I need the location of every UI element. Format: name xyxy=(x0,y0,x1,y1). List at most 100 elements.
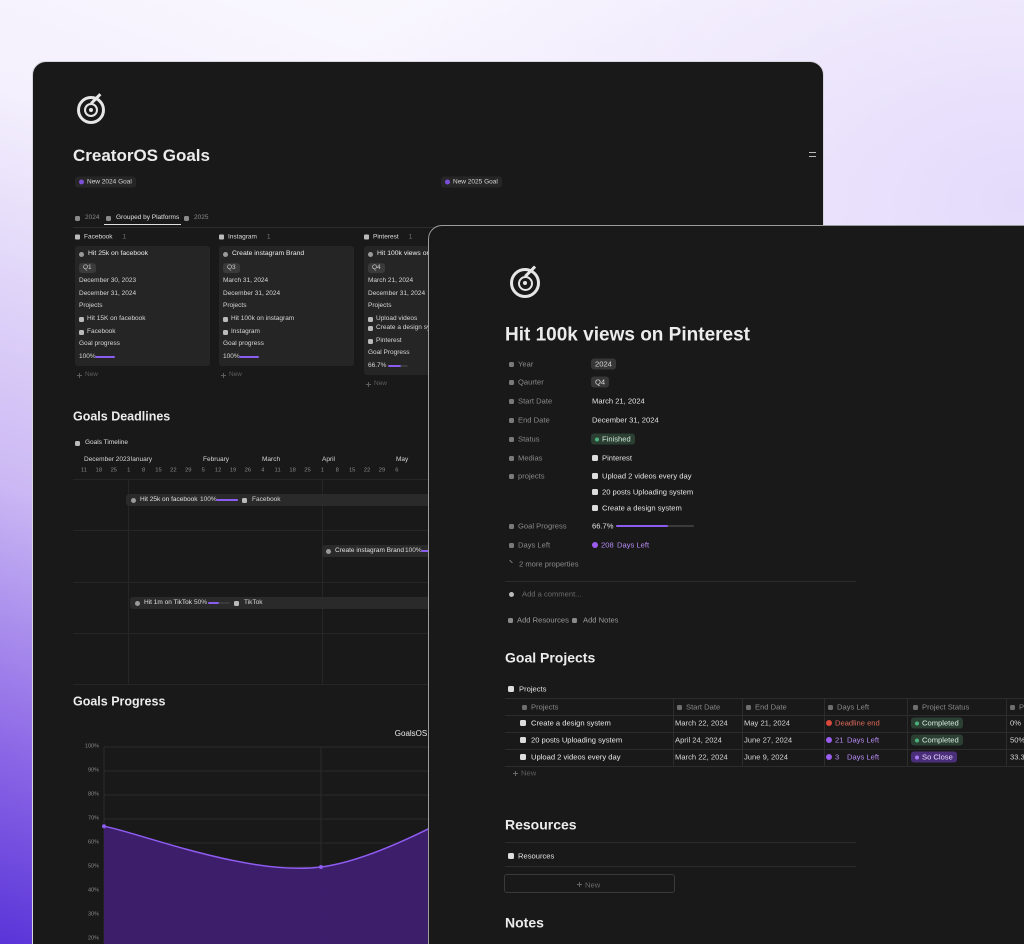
icon xyxy=(520,720,526,726)
day-label: 22 xyxy=(170,467,177,474)
icon xyxy=(368,316,373,322)
view-tab: Projects xyxy=(519,684,547,694)
property-value: Upload 2 videos every day xyxy=(602,471,692,481)
property-label: Medias xyxy=(518,453,543,463)
icon xyxy=(79,316,84,322)
new-card: New xyxy=(374,380,388,388)
new-button[interactable]: New xyxy=(504,874,675,893)
action-button[interactable]: Add Resources xyxy=(517,615,569,625)
view-tab[interactable]: Grouped by Platforms xyxy=(116,214,180,222)
view-tab[interactable]: 2024 xyxy=(85,214,100,222)
more-properties[interactable]: 2 more properties xyxy=(519,559,579,569)
timeline-progress: 100% xyxy=(200,496,217,504)
dot xyxy=(826,737,832,743)
project-end: June 27, 2024 xyxy=(744,735,793,745)
y-tick-label: 30% xyxy=(87,911,99,918)
page-title: Hit 100k views on Pinterest xyxy=(505,324,750,346)
divider xyxy=(505,581,856,582)
days-left-number: 3 xyxy=(835,752,840,762)
status-chip-text: Completed xyxy=(922,718,959,728)
section-heading: Notes xyxy=(505,914,544,931)
active-tab-underline xyxy=(104,224,181,226)
dot xyxy=(326,548,331,554)
card-media: Instagram xyxy=(231,328,260,336)
day-label: 11 xyxy=(80,467,88,474)
new-card: New xyxy=(229,371,243,379)
column-count: 1 xyxy=(266,233,271,241)
status-dot xyxy=(915,720,919,725)
project-progress: 50% xyxy=(1010,735,1024,745)
goal-card[interactable]: Hit 25k on facebook Q1 December 30, 2023 De… xyxy=(75,246,210,366)
icon xyxy=(234,600,239,606)
month-label: December 2023 xyxy=(84,456,132,464)
property-chip: 2024 xyxy=(591,358,616,370)
new-card: New xyxy=(85,371,99,379)
action-button[interactable]: Add Notes xyxy=(583,615,619,625)
icon xyxy=(79,179,84,185)
y-tick-label: 80% xyxy=(87,791,99,798)
goal-icon xyxy=(88,107,94,113)
menu-icon xyxy=(809,156,816,157)
days-left: Days Left xyxy=(847,735,880,745)
icon xyxy=(79,329,84,335)
new-goal-button[interactable]: New 2025 Goal xyxy=(441,176,502,188)
plus-icon xyxy=(515,770,516,776)
dot xyxy=(223,251,228,257)
day-label: 29 xyxy=(378,467,386,474)
timeline-title: Create instagram Brand xyxy=(335,547,405,555)
quarter-tag-text: Q4 xyxy=(372,264,381,272)
day-label: 18 xyxy=(95,467,103,474)
button-text: New xyxy=(585,879,601,889)
property-label: Goal Progress xyxy=(518,521,567,531)
button-text: New 2025 Goal xyxy=(453,178,498,186)
card-end-date: December 31, 2024 xyxy=(223,290,281,298)
icon xyxy=(368,325,373,331)
day-label: 25 xyxy=(110,467,118,474)
table-rule xyxy=(824,698,825,766)
card-start-date: December 30, 2023 xyxy=(79,277,137,285)
page-title: CreatorOS Goals xyxy=(73,145,210,165)
day-label: 1 xyxy=(127,467,131,474)
dot xyxy=(509,591,514,597)
icon xyxy=(223,316,228,322)
day-label: 11 xyxy=(274,467,281,474)
day-label: 8 xyxy=(141,467,146,474)
timeline-progress: 100% xyxy=(405,547,422,555)
status-dot xyxy=(915,754,919,759)
card-progress: 100% xyxy=(223,353,240,361)
chevron-icon xyxy=(509,559,513,564)
property-value: 66.7% xyxy=(592,521,614,531)
project-name: Create a design system xyxy=(531,718,611,728)
status-chip: Finished xyxy=(591,433,635,445)
dot xyxy=(592,542,598,548)
card-label: Goal progress xyxy=(79,340,120,348)
property-label: Days Left xyxy=(518,540,551,550)
new-row[interactable]: New xyxy=(521,768,537,778)
property-label: Status xyxy=(518,434,540,444)
day-label: 29 xyxy=(185,467,192,474)
divider xyxy=(505,842,856,843)
status-dot xyxy=(595,436,599,441)
section-heading: Resources xyxy=(505,816,577,833)
y-tick-label: 90% xyxy=(87,767,99,774)
comment-input[interactable]: Add a comment... xyxy=(522,589,582,599)
day-label: 25 xyxy=(304,467,311,474)
card-label: Goal Progress xyxy=(368,349,410,357)
day-label: 19 xyxy=(229,467,237,474)
card-title: Create instagram Brand xyxy=(232,249,305,257)
section-heading: Goals Deadlines xyxy=(73,409,171,424)
new-goal-button[interactable]: New 2024 Goal xyxy=(75,176,136,188)
icon xyxy=(242,497,247,503)
progress-fill xyxy=(95,356,115,358)
view-tab[interactable]: 2025 xyxy=(194,214,209,222)
icon xyxy=(219,234,224,240)
status-chip-text: So Close xyxy=(922,752,953,762)
project-progress: 33.3% xyxy=(1010,752,1024,762)
quarter-tag: Q4 xyxy=(368,263,385,273)
column-header: Days Left xyxy=(837,702,870,712)
icon xyxy=(746,704,751,710)
icon xyxy=(509,361,514,367)
goal-card[interactable]: Create instagram Brand Q3 March 31, 2024 De… xyxy=(219,246,354,366)
status-chip: Completed xyxy=(911,734,963,746)
